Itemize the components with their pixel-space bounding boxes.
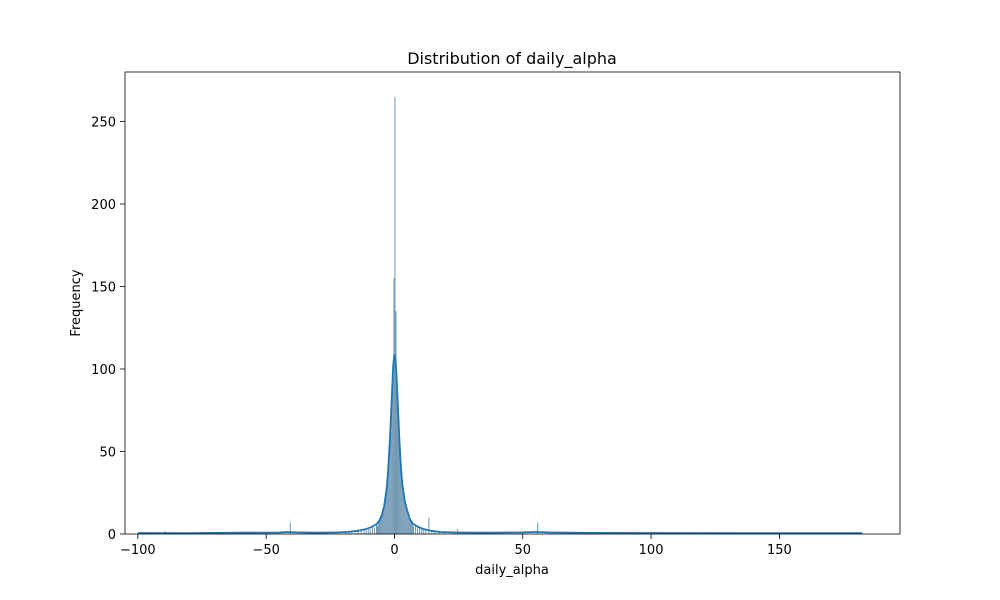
histogram-bar bbox=[378, 520, 380, 534]
histogram-bar bbox=[393, 278, 395, 534]
histogram-bar bbox=[404, 504, 406, 534]
histogram-bar bbox=[421, 529, 423, 534]
histogram-bar bbox=[407, 517, 409, 534]
histogram-bar bbox=[371, 525, 373, 534]
histogram-bar bbox=[457, 529, 459, 534]
histogram-bar bbox=[395, 311, 397, 534]
histogram-bar bbox=[417, 527, 419, 534]
histogram-bar bbox=[390, 431, 392, 534]
histogram-bar bbox=[443, 532, 445, 534]
histogram-bar bbox=[411, 524, 413, 534]
histogram-bar bbox=[375, 524, 378, 534]
histogram-bar bbox=[396, 388, 398, 534]
histogram-bar bbox=[414, 525, 417, 534]
histogram-bar bbox=[348, 532, 350, 534]
histogram-bar bbox=[537, 522, 539, 534]
kde-curve bbox=[137, 354, 862, 535]
histogram-bar bbox=[403, 497, 405, 534]
histogram-bar bbox=[357, 530, 359, 534]
x-tick-label: −100 bbox=[120, 543, 156, 558]
histogram-bar bbox=[392, 377, 394, 534]
y-tick-label: 200 bbox=[91, 198, 116, 213]
x-tick-label: −50 bbox=[252, 543, 279, 558]
x-tick-label: 100 bbox=[639, 543, 664, 558]
histogram-bar bbox=[379, 519, 381, 534]
histogram-bar bbox=[367, 527, 369, 534]
chart-title: Distribution of daily_alpha bbox=[407, 49, 617, 69]
x-axis-ticks: −100 −50 0 50 100 150 bbox=[120, 534, 792, 558]
histogram-bar bbox=[400, 468, 402, 534]
histogram-bar bbox=[431, 530, 433, 534]
histogram-bar bbox=[388, 464, 390, 534]
histogram-bar bbox=[419, 527, 421, 534]
histogram-bars bbox=[138, 96, 863, 534]
histogram-bar bbox=[380, 515, 382, 534]
histogram-bar bbox=[398, 438, 400, 534]
histogram-bar bbox=[394, 96, 396, 534]
histogram-bar bbox=[406, 514, 408, 534]
histogram-bar bbox=[369, 529, 371, 534]
histogram-bar bbox=[385, 494, 387, 534]
histogram-bar bbox=[289, 522, 291, 534]
histogram-bar bbox=[363, 529, 365, 534]
histogram-bar bbox=[425, 529, 427, 534]
x-tick-label: 0 bbox=[390, 543, 398, 558]
histogram-bar bbox=[409, 520, 411, 534]
histogram-bar bbox=[377, 525, 379, 534]
histogram-bar bbox=[412, 525, 414, 534]
histogram-bar bbox=[405, 509, 407, 534]
histogram-bar bbox=[386, 487, 388, 534]
histogram-bar bbox=[365, 530, 367, 534]
histogram-bar bbox=[354, 532, 356, 534]
histogram-bar bbox=[373, 527, 375, 534]
histogram-bar bbox=[387, 474, 389, 534]
histogram-bar bbox=[423, 529, 425, 534]
histogram-bar bbox=[384, 501, 386, 534]
histogram-bar bbox=[397, 418, 399, 534]
histogram-bar bbox=[438, 532, 440, 534]
y-tick-label: 0 bbox=[108, 528, 116, 543]
y-tick-label: 100 bbox=[91, 363, 116, 378]
y-tick-label: 150 bbox=[91, 281, 116, 296]
histogram-bar bbox=[345, 532, 347, 534]
x-tick-label: 150 bbox=[767, 543, 792, 558]
histogram-bar bbox=[402, 491, 404, 534]
histogram-bar bbox=[410, 522, 412, 534]
x-tick-label: 50 bbox=[514, 543, 531, 558]
histogram-bar bbox=[391, 405, 393, 534]
histogram-bar bbox=[861, 532, 863, 534]
y-tick-label: 250 bbox=[91, 116, 116, 131]
histogram-bar bbox=[360, 530, 362, 534]
histogram-bar bbox=[408, 519, 410, 534]
plot-frame bbox=[124, 71, 901, 535]
y-tick-label: 50 bbox=[99, 446, 116, 461]
histogram-bar bbox=[401, 481, 403, 534]
histogram-bar bbox=[428, 517, 430, 534]
histogram-bar bbox=[382, 510, 384, 534]
histogram-bar bbox=[383, 507, 385, 534]
histogram-bar bbox=[434, 530, 436, 534]
histogram-bar bbox=[399, 454, 401, 534]
y-axis-ticks: 0 50 100 150 200 250 bbox=[91, 116, 125, 543]
x-axis-label: daily_alpha bbox=[475, 563, 549, 578]
y-axis-label: Frequency bbox=[69, 269, 84, 336]
histogram-bar bbox=[389, 443, 391, 534]
histogram-bar bbox=[381, 517, 383, 534]
